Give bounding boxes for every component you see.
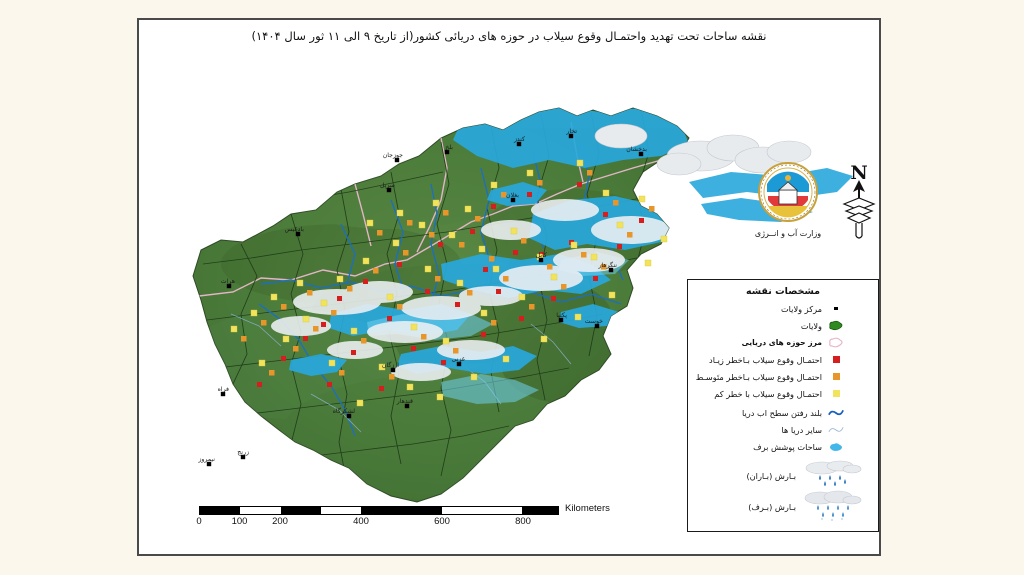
city-marker — [456, 361, 462, 367]
legend-label: مرز حوزه های دریایی — [741, 338, 822, 347]
legend-label: احتمـال وقوع سیلاب بـاخطر زیـاد — [709, 354, 822, 365]
city-label: پکتیا — [556, 312, 567, 319]
legend-item-snowfall: بـارش (بـرف) — [694, 489, 872, 525]
scale-tick: 0 — [196, 516, 202, 527]
basin-boundary-icon — [828, 337, 844, 348]
legend-label: بلند رفتن سطح اب دریا — [742, 407, 822, 418]
city-marker — [608, 267, 614, 273]
scale-bar: 0 100 200 400 600 800 Kilometers — [196, 503, 619, 540]
legend-item-provinces: ولایات — [694, 318, 872, 333]
scale-tick: 200 — [272, 516, 288, 527]
legend-item-other-rivers: سایر دریا ها — [694, 422, 872, 437]
city-label: تخار — [565, 128, 577, 135]
square-marker-icon — [828, 390, 844, 397]
city-marker — [226, 283, 232, 289]
city-label: لشکرگاه — [333, 407, 355, 415]
legend-item-snow-cover: ساحات پوشش برف — [694, 439, 872, 454]
city-marker — [240, 454, 246, 460]
flood-risk-medium-markers — [241, 170, 655, 380]
legend-label: احتمـال وقوع سیلاب بـاخطر متَوسـط — [695, 371, 822, 382]
city-marker — [638, 151, 644, 157]
map-frame: نقشه ساحات تحت تهدید واحتمـال وقوع سیلاب… — [137, 18, 881, 556]
city-label: قندهار — [396, 398, 413, 405]
city-marker — [510, 197, 516, 203]
north-arrow-icon — [842, 180, 876, 239]
legend-item-water-rise: بلند رفتن سطح اب دریا — [694, 405, 872, 420]
city-label: ننگرهار — [597, 261, 617, 269]
external-cloud-icons — [594, 123, 812, 176]
city-label: بلخ — [445, 144, 453, 151]
city-label: فراه — [218, 386, 229, 393]
legend-label: مرکز ولایات — [780, 303, 822, 314]
legend-item-risk-high: احتمـال وقوع سیلاب بـاخطر زیـاد — [694, 352, 872, 367]
scale-bar-ticks: 0 100 200 400 600 800 — [196, 516, 559, 530]
legend-label: احتمـال وقوع سیلاب با خطر کم — [714, 388, 822, 399]
city-label: غزنی — [451, 356, 465, 363]
legend-item-rain: بـارش (بـاران) — [694, 460, 872, 491]
north-arrow: N — [839, 162, 879, 246]
legend-label: سایر دریا ها — [781, 424, 822, 435]
city-label: بدخشان — [626, 146, 647, 153]
map-legend: مشخصات نقشه مرکز ولایات ولایات مرز حوزه … — [687, 279, 879, 532]
city-marker — [346, 413, 352, 419]
city-marker — [390, 367, 396, 373]
legend-label: ساحات پوشش برف — [753, 441, 822, 452]
square-marker-icon — [828, 373, 844, 380]
point-marker-icon — [828, 306, 844, 311]
city-marker — [386, 187, 392, 193]
city-label: سرپل — [380, 182, 395, 189]
city-marker — [295, 231, 301, 237]
rain-cloud-icon — [800, 459, 862, 493]
city-markers: هرات بادغیس فراه نیمروز زرنج لشکرگاه قندهار ارز… — [197, 128, 647, 467]
snow-cloud-icon — [800, 489, 862, 525]
emblem-caption: وزارت آب و انــرژی — [754, 229, 822, 238]
river-thin-line-icon — [828, 425, 844, 435]
scale-bar-graphic — [199, 506, 559, 515]
ministry-emblem: وزارت آب و انــرژی — [749, 162, 827, 238]
square-marker-icon — [828, 356, 844, 363]
city-label: جوزجان — [383, 152, 403, 159]
legend-item-basin-boundary: مرز حوزه های دریایی — [694, 335, 872, 350]
city-marker — [516, 141, 522, 147]
legend-label: بـارش (بـرف) — [748, 501, 796, 512]
city-label: زرنج — [237, 449, 249, 456]
flood-risk-low-markers — [230, 159, 668, 407]
city-label: هرات — [221, 278, 235, 285]
scale-bar-unit: Kilometers — [565, 503, 610, 514]
scale-tick: 600 — [434, 516, 450, 527]
city-label: بغلان — [506, 192, 519, 199]
river-thick-line-icon — [828, 408, 844, 418]
city-marker — [404, 403, 410, 409]
legend-label: بـارش (بـاران) — [746, 470, 796, 481]
city-label: ارزگان — [382, 361, 399, 369]
city-marker — [206, 461, 212, 467]
snow-cover-polygon-icon — [828, 441, 844, 452]
scale-tick: 400 — [353, 516, 369, 527]
city-label: نیمروز — [197, 456, 215, 463]
city-marker — [394, 157, 400, 163]
page-title: نقشه ساحات تحت تهدید واحتمـال وقوع سیلاب… — [251, 29, 767, 43]
city-marker — [558, 317, 564, 323]
city-label: بادغیس — [285, 226, 305, 233]
scale-tick: 800 — [515, 516, 531, 527]
legend-title: مشخصات نقشه — [745, 286, 820, 297]
city-marker — [444, 149, 450, 155]
scale-tick: 100 — [231, 516, 248, 527]
ministry-emblem-icon — [758, 162, 818, 222]
city-label: خوست — [585, 318, 603, 325]
legend-item-province-center: مرکز ولایات — [694, 301, 872, 316]
province-polygon-icon — [828, 320, 844, 331]
legend-item-risk-medium: احتمـال وقوع سیلاب بـاخطر متَوسـط — [694, 369, 872, 384]
north-letter: N — [850, 162, 868, 184]
city-marker — [220, 391, 226, 397]
city-marker — [594, 323, 600, 329]
city-marker — [538, 257, 544, 263]
legend-label: ولایات — [800, 320, 822, 331]
city-marker — [568, 133, 574, 139]
legend-item-risk-low: احتمـال وقوع سیلاب با خطر کم — [694, 386, 872, 401]
city-label: کندز — [513, 136, 525, 143]
city-label: کابل — [536, 252, 547, 259]
